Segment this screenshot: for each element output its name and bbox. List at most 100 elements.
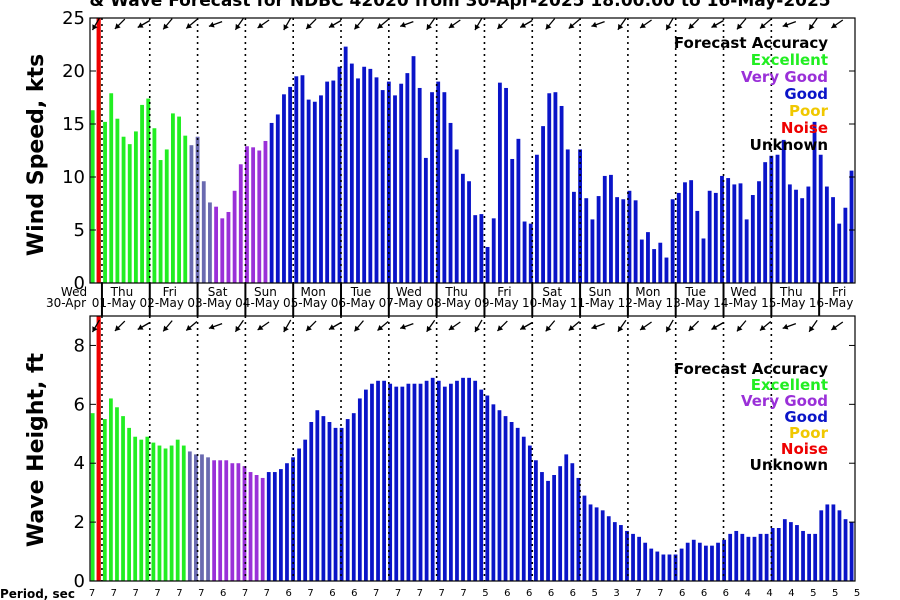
bar [442, 386, 447, 581]
period-value: 6 [548, 588, 554, 599]
direction-arrow-icon [474, 319, 483, 333]
legend-excellent: Excellent [751, 376, 828, 394]
plot-frame [89, 17, 856, 284]
bar [732, 184, 737, 283]
bar [297, 448, 301, 581]
date-label: 04-May [235, 296, 279, 310]
date-label: 02-May [140, 296, 184, 310]
bar [516, 138, 521, 283]
bar [399, 83, 404, 283]
period-value: 5 [482, 588, 488, 599]
bar [236, 463, 241, 581]
bar [157, 445, 162, 581]
bar [325, 81, 330, 283]
bar [364, 389, 368, 581]
direction-arrow-icon [257, 19, 270, 29]
direction-arrow-icon [305, 320, 317, 332]
date-label: 01-May [92, 296, 136, 310]
bar [133, 436, 138, 581]
date-label: 10-May [522, 296, 566, 310]
bar [691, 539, 696, 581]
bar [189, 145, 194, 283]
bar [251, 147, 256, 283]
bar [460, 173, 465, 283]
bar [728, 533, 733, 581]
direction-arrow-icon [808, 319, 818, 333]
direction-arrow-icon [91, 319, 101, 333]
legend-excellent: Excellent [751, 51, 828, 69]
legend-poor: Poor [789, 102, 829, 120]
bar [534, 460, 538, 581]
bar [245, 146, 249, 283]
direction-arrow-icon [519, 321, 533, 331]
direction-arrow-icon [353, 320, 364, 332]
bar [775, 154, 780, 283]
bar [701, 238, 706, 283]
period-value: 6 [701, 588, 707, 599]
y-tick-label: 10 [62, 167, 85, 188]
bar [837, 223, 842, 283]
period-row: 7 7 7 7 7 7 6 7 7 6 7 6 6 7 7 7 7 7 5 6 6 6 6 5 3 7 7 6 6 6 4 4 4 5 5 5 [89, 588, 860, 599]
period-value: 7 [395, 588, 401, 599]
legend-noise: Noise [781, 119, 828, 137]
bar [275, 114, 280, 284]
bar [740, 533, 745, 581]
bar [713, 192, 718, 283]
direction-arrow-icon [185, 321, 198, 331]
bar [612, 522, 617, 581]
bar [763, 162, 768, 283]
bar [497, 410, 502, 581]
bar [782, 519, 787, 581]
direction-arrow-icon [617, 17, 627, 31]
bar [473, 380, 478, 581]
bar [226, 211, 231, 283]
y-tick-label: 15 [62, 114, 85, 135]
bar [220, 218, 225, 283]
bar [738, 183, 743, 283]
bar [382, 380, 386, 581]
bar [673, 554, 678, 581]
bar [177, 116, 181, 283]
direction-arrow-icon [234, 319, 244, 333]
legend-good: Good [784, 85, 828, 103]
bar [263, 140, 268, 283]
legend-unknown: Unknown [750, 136, 828, 154]
bar [294, 76, 299, 283]
period-value: 6 [570, 588, 576, 599]
bar [661, 554, 666, 581]
bar [540, 472, 544, 581]
bar [224, 460, 229, 581]
direction-arrow-icon [328, 321, 342, 331]
bar [582, 495, 587, 581]
bar [594, 507, 599, 581]
bar [849, 522, 854, 581]
bar [315, 410, 320, 581]
bar [393, 95, 397, 283]
direction-arrow-icon [665, 319, 674, 333]
bar [564, 454, 569, 581]
date-label: 03-May [187, 296, 231, 310]
period-value: 7 [460, 588, 466, 599]
date-label: 30-Apr [46, 296, 86, 310]
direction-arrow-icon [496, 18, 508, 30]
wave-height-axis-label: Wave Height, ft [24, 352, 49, 547]
bar [455, 380, 459, 581]
bar [146, 98, 151, 283]
bar [667, 554, 672, 581]
direction-arrow-icon [568, 321, 580, 331]
day-of-week-label: Mon [635, 285, 660, 299]
bar [139, 439, 144, 581]
bar [171, 113, 175, 284]
bar [843, 207, 848, 283]
bar [637, 536, 641, 581]
day-of-week-label: Sun [589, 285, 612, 299]
bar [266, 472, 271, 581]
direction-arrow-icon [353, 18, 364, 30]
day-of-week-label: Tue [350, 285, 372, 299]
bar [331, 80, 336, 283]
direction-arrow-icon [448, 19, 461, 29]
direction-arrow-icon [426, 319, 436, 333]
direction-arrow-icon [711, 321, 724, 331]
bar [248, 472, 253, 581]
bar [639, 239, 644, 283]
